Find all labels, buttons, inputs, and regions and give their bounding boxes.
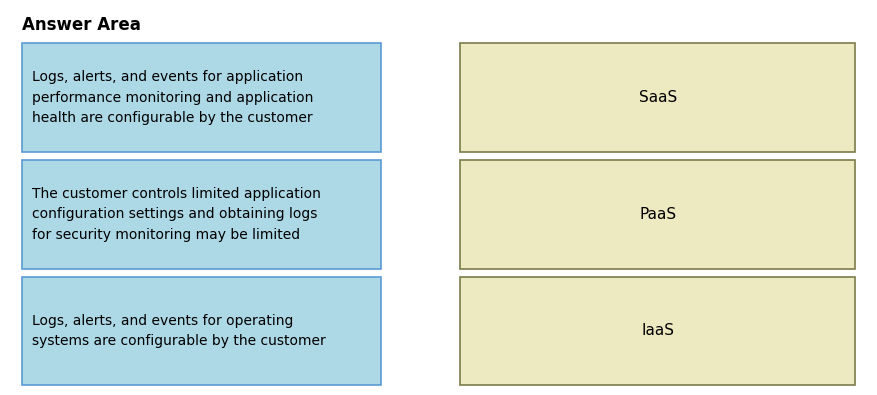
Text: Logs, alerts, and events for application
performance monitoring and application
: Logs, alerts, and events for application… <box>32 70 314 125</box>
FancyBboxPatch shape <box>460 43 855 152</box>
Text: Logs, alerts, and events for operating
systems are configurable by the customer: Logs, alerts, and events for operating s… <box>32 314 326 348</box>
FancyBboxPatch shape <box>22 43 381 152</box>
Text: SaaS: SaaS <box>638 90 677 105</box>
FancyBboxPatch shape <box>22 160 381 269</box>
FancyBboxPatch shape <box>460 160 855 269</box>
Text: IaaS: IaaS <box>641 324 674 338</box>
FancyBboxPatch shape <box>22 276 381 385</box>
FancyBboxPatch shape <box>460 276 855 385</box>
Text: The customer controls limited application
configuration settings and obtaining l: The customer controls limited applicatio… <box>32 187 321 242</box>
Text: PaaS: PaaS <box>639 207 676 222</box>
Text: Answer Area: Answer Area <box>22 16 141 34</box>
